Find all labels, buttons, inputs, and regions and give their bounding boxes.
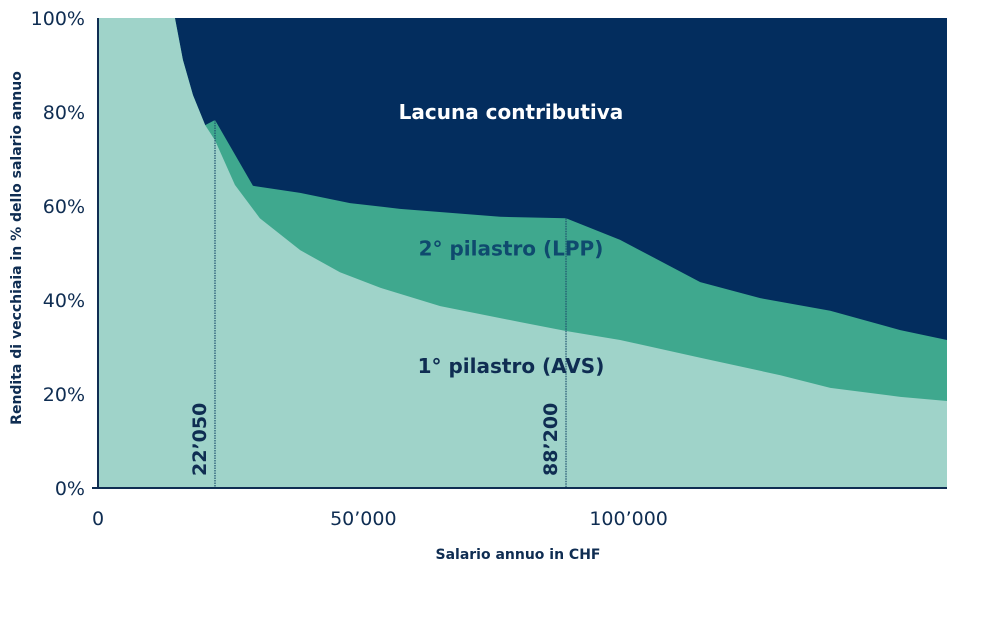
y-tick-label: 40% xyxy=(43,290,85,312)
y-tick-label: 80% xyxy=(43,102,85,124)
marker-label: 22’050 xyxy=(189,403,211,476)
y-tick-label: 20% xyxy=(43,384,85,406)
y-tick-label: 60% xyxy=(43,196,85,218)
y-axis-label: Rendita di vecchiaia in % dello salario … xyxy=(9,71,25,425)
y-tick-label: 0% xyxy=(55,478,85,500)
annotation-label: 2° pilastro (LPP) xyxy=(419,236,604,260)
x-tick-label: 0 xyxy=(92,508,104,530)
annotation-label: 1° pilastro (AVS) xyxy=(418,354,605,378)
y-tick-label: 100% xyxy=(31,8,85,30)
annotation-label: Lacuna contributiva xyxy=(399,100,624,124)
area-1-pilastro-avs xyxy=(98,18,947,488)
x-tick-label: 100’000 xyxy=(589,508,668,530)
x-tick-label: 50’000 xyxy=(330,508,396,530)
x-axis-label: Salario annuo in CHF xyxy=(435,547,600,563)
marker-label: 88’200 xyxy=(540,403,562,476)
